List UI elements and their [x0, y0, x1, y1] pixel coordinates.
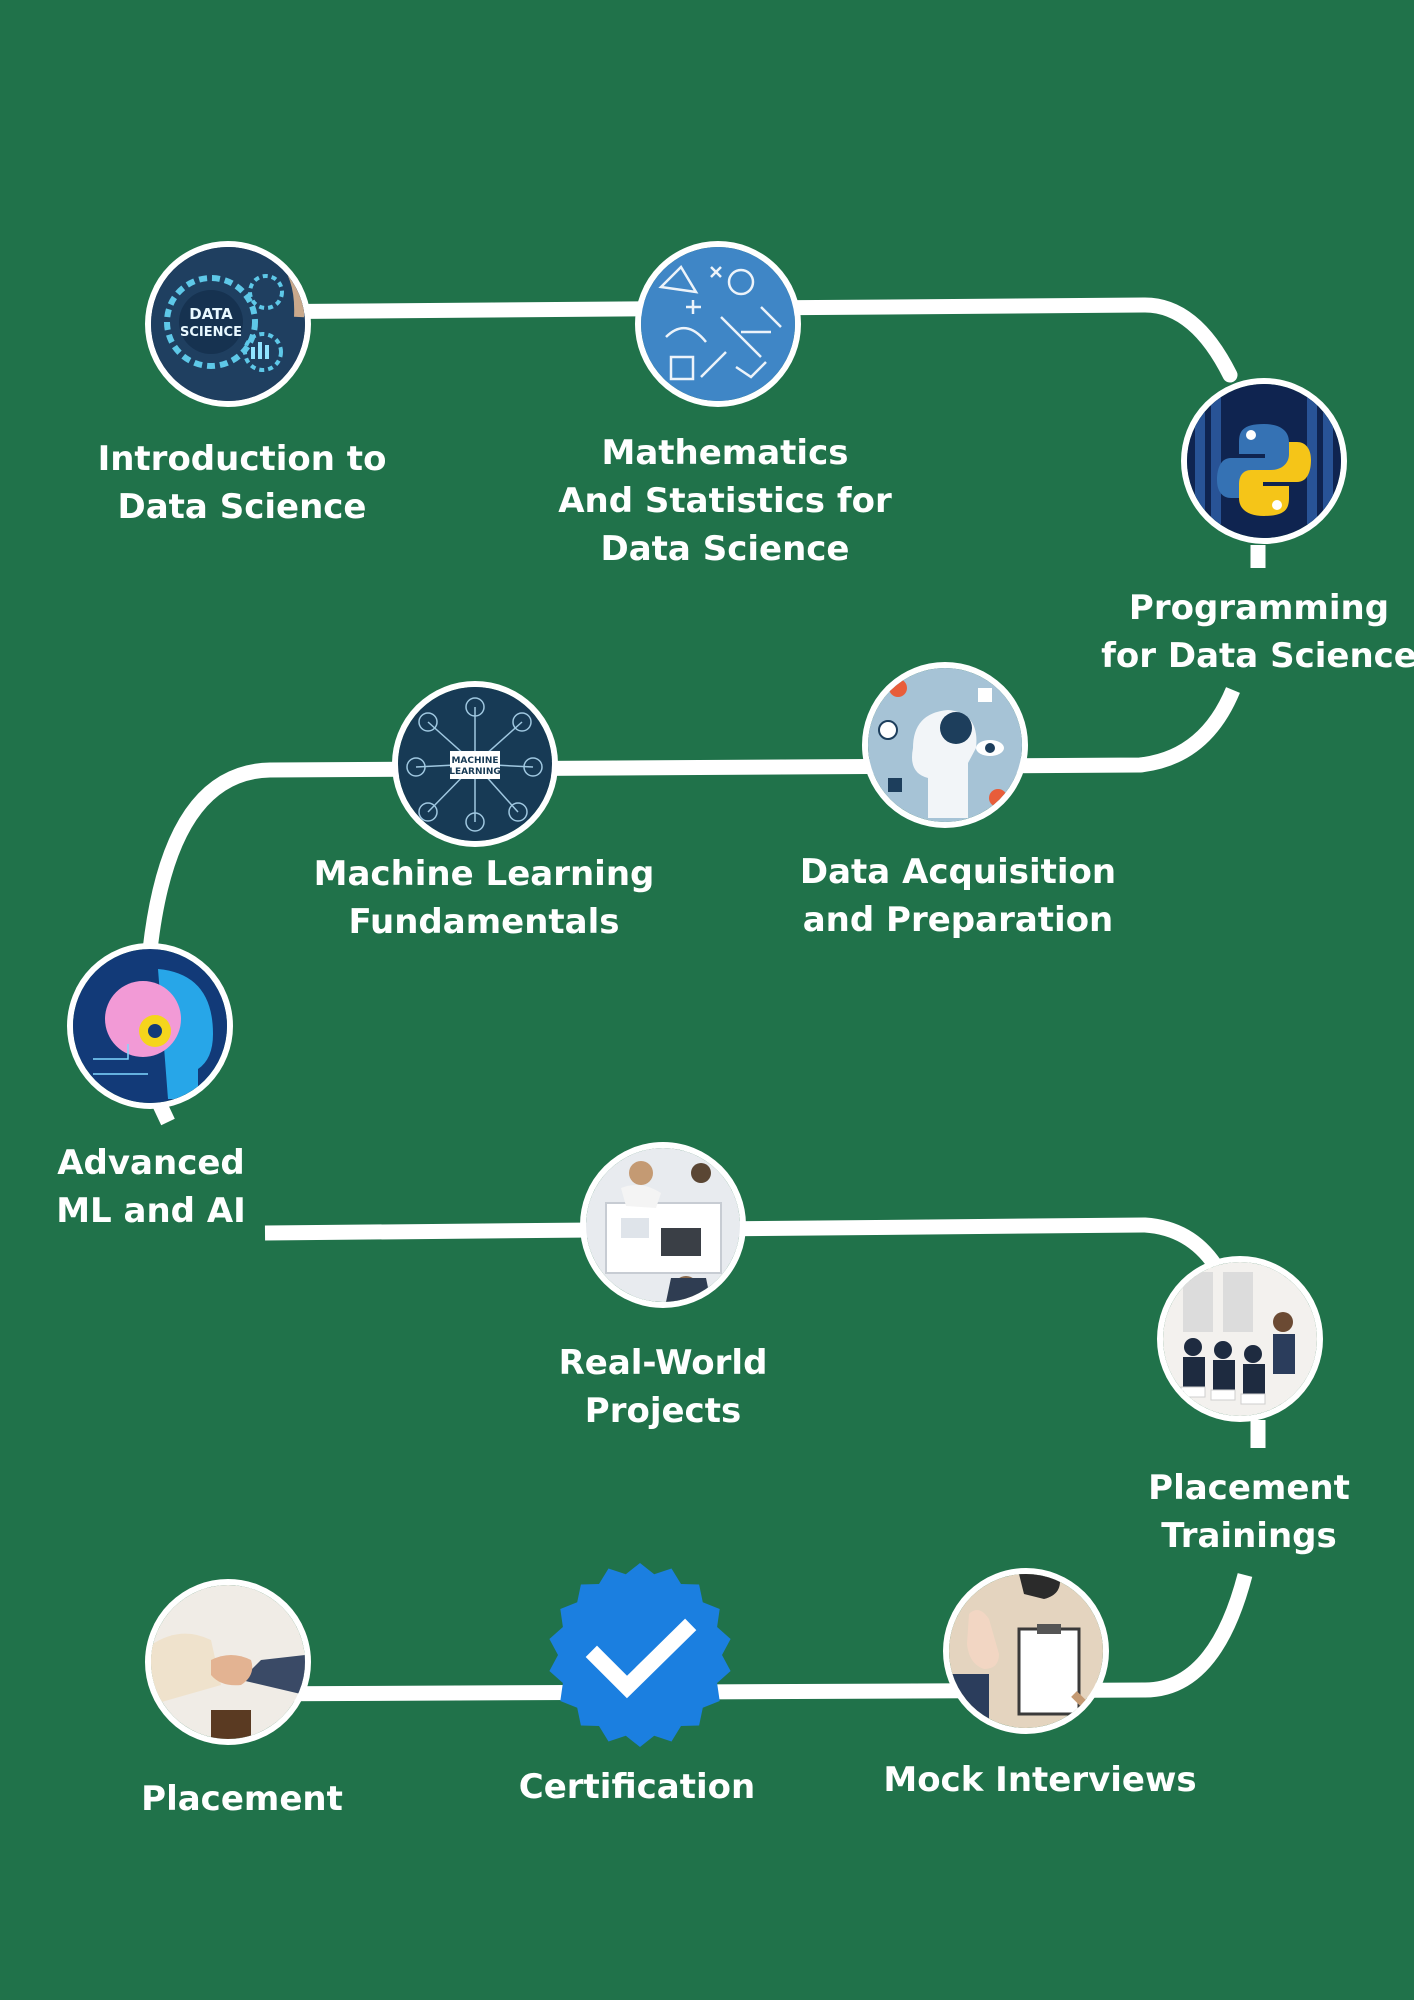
step-2-label-line-2: And Statistics for: [558, 481, 892, 521]
step-8-label: Placement Trainings: [1148, 1464, 1350, 1560]
step-4-image: [862, 662, 1028, 828]
step-5-label-line-1: Machine Learning: [313, 854, 655, 894]
intro-image-text-1: DATA: [189, 305, 233, 323]
step-8-label-line-2: Trainings: [1161, 1516, 1337, 1556]
step-2-label: Mathematics And Statistics for Data Scie…: [558, 429, 892, 573]
intro-image-text-2: SCIENCE: [180, 325, 242, 340]
step-5-label: Machine Learning Fundamentals: [314, 850, 655, 946]
step-7-label-line-1: Real-World: [558, 1343, 768, 1383]
ai-brain-head-icon: [73, 949, 227, 1103]
step-2-label-line-1: Mathematics: [601, 433, 849, 473]
step-6-image: [67, 943, 233, 1109]
math-formulas-icon: [641, 247, 795, 401]
step-8-label-line-1: Placement: [1148, 1468, 1350, 1508]
machine-learning-network-icon: MACHINE LEARNING: [398, 687, 552, 841]
step-4-label: Data Acquisition and Preparation: [800, 848, 1116, 944]
step-4-label-line-1: Data Acquisition: [799, 852, 1117, 892]
training-session-icon: [1163, 1262, 1317, 1416]
step-3-label: Programming for Data Science: [1101, 584, 1414, 680]
step-1-image: DATA SCIENCE: [145, 241, 311, 407]
step-2-image: [635, 241, 801, 407]
step-11-label: Placement: [141, 1775, 343, 1823]
data-head-icon: [868, 668, 1022, 822]
python-logo-icon: [1187, 384, 1341, 538]
step-11-label-line-1: Placement: [141, 1779, 343, 1819]
step-10-label-line-1: Certification: [518, 1767, 756, 1807]
step-2-label-line-3: Data Science: [600, 529, 850, 569]
step-3-image: [1181, 378, 1347, 544]
step-9-label: Mock Interviews: [883, 1756, 1196, 1804]
step-5-label-line-2: Fundamentals: [348, 902, 620, 942]
team-meeting-icon: [586, 1148, 740, 1302]
ml-image-text-2: LEARNING: [449, 767, 501, 777]
step-7-label-line-2: Projects: [584, 1391, 742, 1431]
step-7-label: Real-World Projects: [559, 1339, 768, 1435]
step-6-label-line-1: Advanced: [57, 1143, 245, 1183]
step-4-label-line-2: and Preparation: [802, 900, 1114, 940]
step-1-label: Introduction to Data Science: [98, 435, 387, 531]
step-3-label-line-2: for Data Science: [1101, 636, 1414, 676]
ml-image-text-1: MACHINE: [451, 756, 498, 766]
step-1-label-line-2: Data Science: [117, 487, 367, 527]
step-10-label: Certification: [519, 1763, 755, 1811]
data-science-gears-icon: DATA SCIENCE: [151, 247, 305, 401]
step-6-label: Advanced ML and AI: [56, 1139, 246, 1235]
verified-badge-icon: [549, 1563, 731, 1747]
certification-badge-shape: [549, 1563, 731, 1747]
step-7-image: [580, 1142, 746, 1308]
step-1-label-line-1: Introduction to: [97, 439, 387, 479]
step-3-label-line-1: Programming: [1128, 588, 1390, 628]
step-9-label-line-1: Mock Interviews: [883, 1760, 1197, 1800]
step-5-image: MACHINE LEARNING: [392, 681, 558, 847]
step-6-label-line-2: ML and AI: [56, 1191, 246, 1231]
step-9-image: [943, 1568, 1109, 1734]
step-8-image: [1157, 1256, 1323, 1422]
step-11-image: [145, 1579, 311, 1745]
interview-clipboard-icon: [949, 1574, 1103, 1728]
check-mark-icon: [585, 1618, 697, 1699]
handshake-icon: [151, 1585, 305, 1739]
